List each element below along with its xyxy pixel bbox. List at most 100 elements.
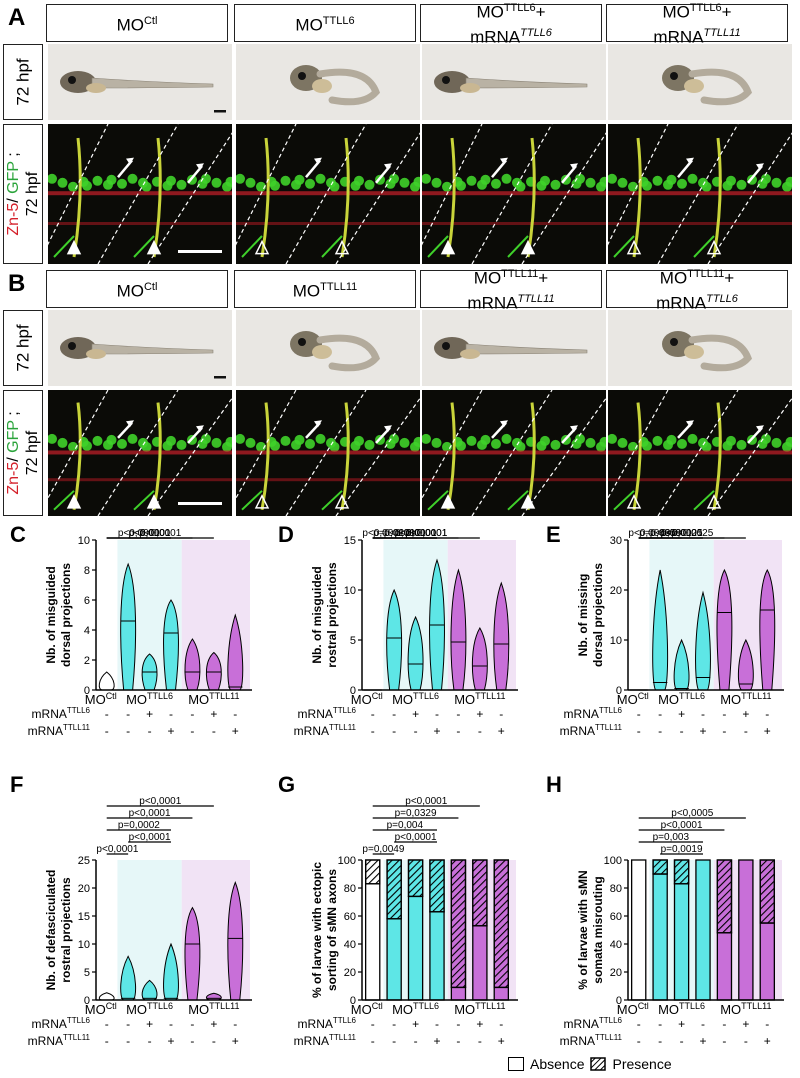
xrow-f-row6-0: - xyxy=(105,1017,109,1031)
chart-d-ytick: 5 xyxy=(350,635,356,647)
xrow-label-e-mrna11: mRNATTLL11 xyxy=(560,723,623,738)
xrow-f-row6-6: - xyxy=(233,1017,237,1031)
xrow-label-g-mrna11: mRNATTLL11 xyxy=(294,1033,357,1048)
bar-absence-h-6 xyxy=(759,922,776,1001)
chart-e-ytick: 30 xyxy=(610,535,622,547)
bar-absence-h-5 xyxy=(738,859,754,1001)
xgroup-c-mo6: MOTTLL6 xyxy=(126,691,173,707)
larva-photo-b-1 xyxy=(46,310,232,386)
xrow-c-row11-2: - xyxy=(148,724,152,738)
xrow-h-row6-2: + xyxy=(678,1017,685,1031)
xrow-h-row6-4: - xyxy=(722,1017,726,1031)
xrow-f-row6-1: - xyxy=(126,1017,130,1031)
bar-presence-g-1 xyxy=(386,859,402,920)
xrow-e-row11-0: - xyxy=(637,724,641,738)
xrow-h-row11-2: - xyxy=(680,1034,684,1048)
xrow-label-f-mrna11: mRNATTLL11 xyxy=(28,1033,91,1048)
xrow-d-row11-0: - xyxy=(371,724,375,738)
chart-f-ylabel: Nb. of defasciculatedrostral projections xyxy=(44,870,73,991)
xrow-e-row11-5: - xyxy=(744,724,748,738)
pvalue-e-5: p=0,0058 xyxy=(639,528,681,539)
chart-h: 0 20 40 60 80 100 % of larvae with sMNsomata m… xyxy=(560,808,784,1048)
chart-c-label: C xyxy=(10,522,26,547)
xrow-label-d-mrna11: mRNATTLL11 xyxy=(294,723,357,738)
bar-presence-g-3 xyxy=(429,859,445,913)
larva-photo-b-4 xyxy=(606,310,792,386)
column-header-a-2: MOTTLL6 xyxy=(234,4,416,42)
violin-f-0 xyxy=(98,992,115,1001)
chart-g-ytick: 60 xyxy=(344,911,356,923)
xrow-f-row6-5: + xyxy=(210,1017,217,1031)
xrow-h-row11-5: - xyxy=(744,1034,748,1048)
xrow-h-row11-4: - xyxy=(722,1034,726,1048)
bar-presence-g-6 xyxy=(493,859,510,989)
xrow-g-row6-5: + xyxy=(476,1017,483,1031)
xrow-d-row11-1: - xyxy=(392,724,396,738)
bar-presence-h-6 xyxy=(759,859,776,924)
xrow-g-row6-4: - xyxy=(456,1017,460,1031)
xgroup-d-mo11: MOTTLL11 xyxy=(454,691,505,707)
column-header-a-4: MOTTLL6+ mRNATTLL11 xyxy=(606,2,788,47)
pvalue-e-4: p<0,0063 xyxy=(628,528,670,539)
xrow-c-row6-6: - xyxy=(233,707,237,721)
legend-presence-label: Presence xyxy=(612,1056,672,1072)
xrow-f-row6-2: + xyxy=(146,1017,153,1031)
chart-g: 0 20 40 60 80 100% of larvae with ectopicsort… xyxy=(294,796,518,1048)
pvalue-d-3: p<0,0001 xyxy=(395,528,437,539)
bar-absence-g-2 xyxy=(407,895,424,1001)
chart-e-ytick: 0 xyxy=(616,685,622,697)
bar-absence-g-4 xyxy=(450,986,467,1001)
xrow-e-row11-2: - xyxy=(680,724,684,738)
xrow-c-row6-3: - xyxy=(169,707,173,721)
xgroup-c-mo_ctl: MOCtl xyxy=(85,691,117,707)
chart-f-ytick: 0 xyxy=(84,995,90,1007)
chart-e-ylabel: Nb. of missingdorsal projections xyxy=(576,563,605,667)
xrow-f-row11-0: - xyxy=(105,1034,109,1048)
xrow-d-row6-5: + xyxy=(476,707,483,721)
xgroup-f-mo_ctl: MOCtl xyxy=(85,1001,117,1017)
pvalue-h-3: p=0,0019 xyxy=(661,844,703,855)
chart-c-ytick: 2 xyxy=(84,655,90,667)
chart-e: 0 10 20 30 Nb. of missingdorsal projections p… xyxy=(560,528,784,738)
chart-c: 0 2 4 6 8 10 Nb. of misguideddorsal projection… xyxy=(28,528,252,738)
xrow-d-row11-2: - xyxy=(414,724,418,738)
fluorescence-image-b-3 xyxy=(420,390,606,516)
bar-presence-h-2 xyxy=(673,859,690,885)
chart-f-ytick: 15 xyxy=(78,911,90,923)
xrow-d-row6-6: - xyxy=(499,707,503,721)
xgroup-f-mo6: MOTTLL6 xyxy=(126,1001,173,1017)
violin-c-3 xyxy=(163,599,179,691)
pvalue-f-3: p<0,0001 xyxy=(129,832,171,843)
legend-absence-swatch xyxy=(508,1057,524,1071)
row-label-72hpf-a: 72 hpf xyxy=(3,44,43,120)
xgroup-h-mo6: MOTTLL6 xyxy=(658,1001,705,1017)
violin-f-4 xyxy=(184,906,201,1001)
xrow-c-row11-6: + xyxy=(232,724,239,738)
xrow-c-row6-2: + xyxy=(146,707,153,721)
chart-c-ytick: 10 xyxy=(78,535,90,547)
pvalue-f-4: p<0,0001 xyxy=(96,844,138,855)
bar-absence-g-1 xyxy=(386,918,402,1001)
xrow-h-row6-5: + xyxy=(742,1017,749,1031)
xrow-f-row6-4: - xyxy=(190,1017,194,1031)
chart-h-label: H xyxy=(546,772,562,797)
bar-absence-g-0 xyxy=(364,883,381,1001)
chart-h-ytick: 20 xyxy=(610,967,622,979)
xgroup-d-mo_ctl: MOCtl xyxy=(351,691,383,707)
xrow-label-g-mrna6: mRNATTLL6 xyxy=(298,1016,357,1031)
xrow-c-row6-1: - xyxy=(126,707,130,721)
xrow-g-row11-1: - xyxy=(392,1034,396,1048)
column-header-b-4: MOTTLL11+ mRNATTLL6 xyxy=(606,268,788,313)
larva-photo-a-4 xyxy=(606,44,792,120)
chart-f-ytick: 25 xyxy=(78,855,90,867)
chart-c-ytick: 8 xyxy=(84,565,90,577)
xrow-e-row6-3: - xyxy=(701,707,705,721)
xrow-d-row11-5: - xyxy=(478,724,482,738)
panel-label-b: B xyxy=(8,270,26,297)
larva-photo-a-1 xyxy=(46,44,232,120)
chart-h-ytick: 100 xyxy=(604,855,622,867)
pvalue-e-1: p=0,0025 xyxy=(661,528,703,539)
xgroup-e-mo_ctl: MOCtl xyxy=(617,691,649,707)
chart-c-ytick: 6 xyxy=(84,595,90,607)
